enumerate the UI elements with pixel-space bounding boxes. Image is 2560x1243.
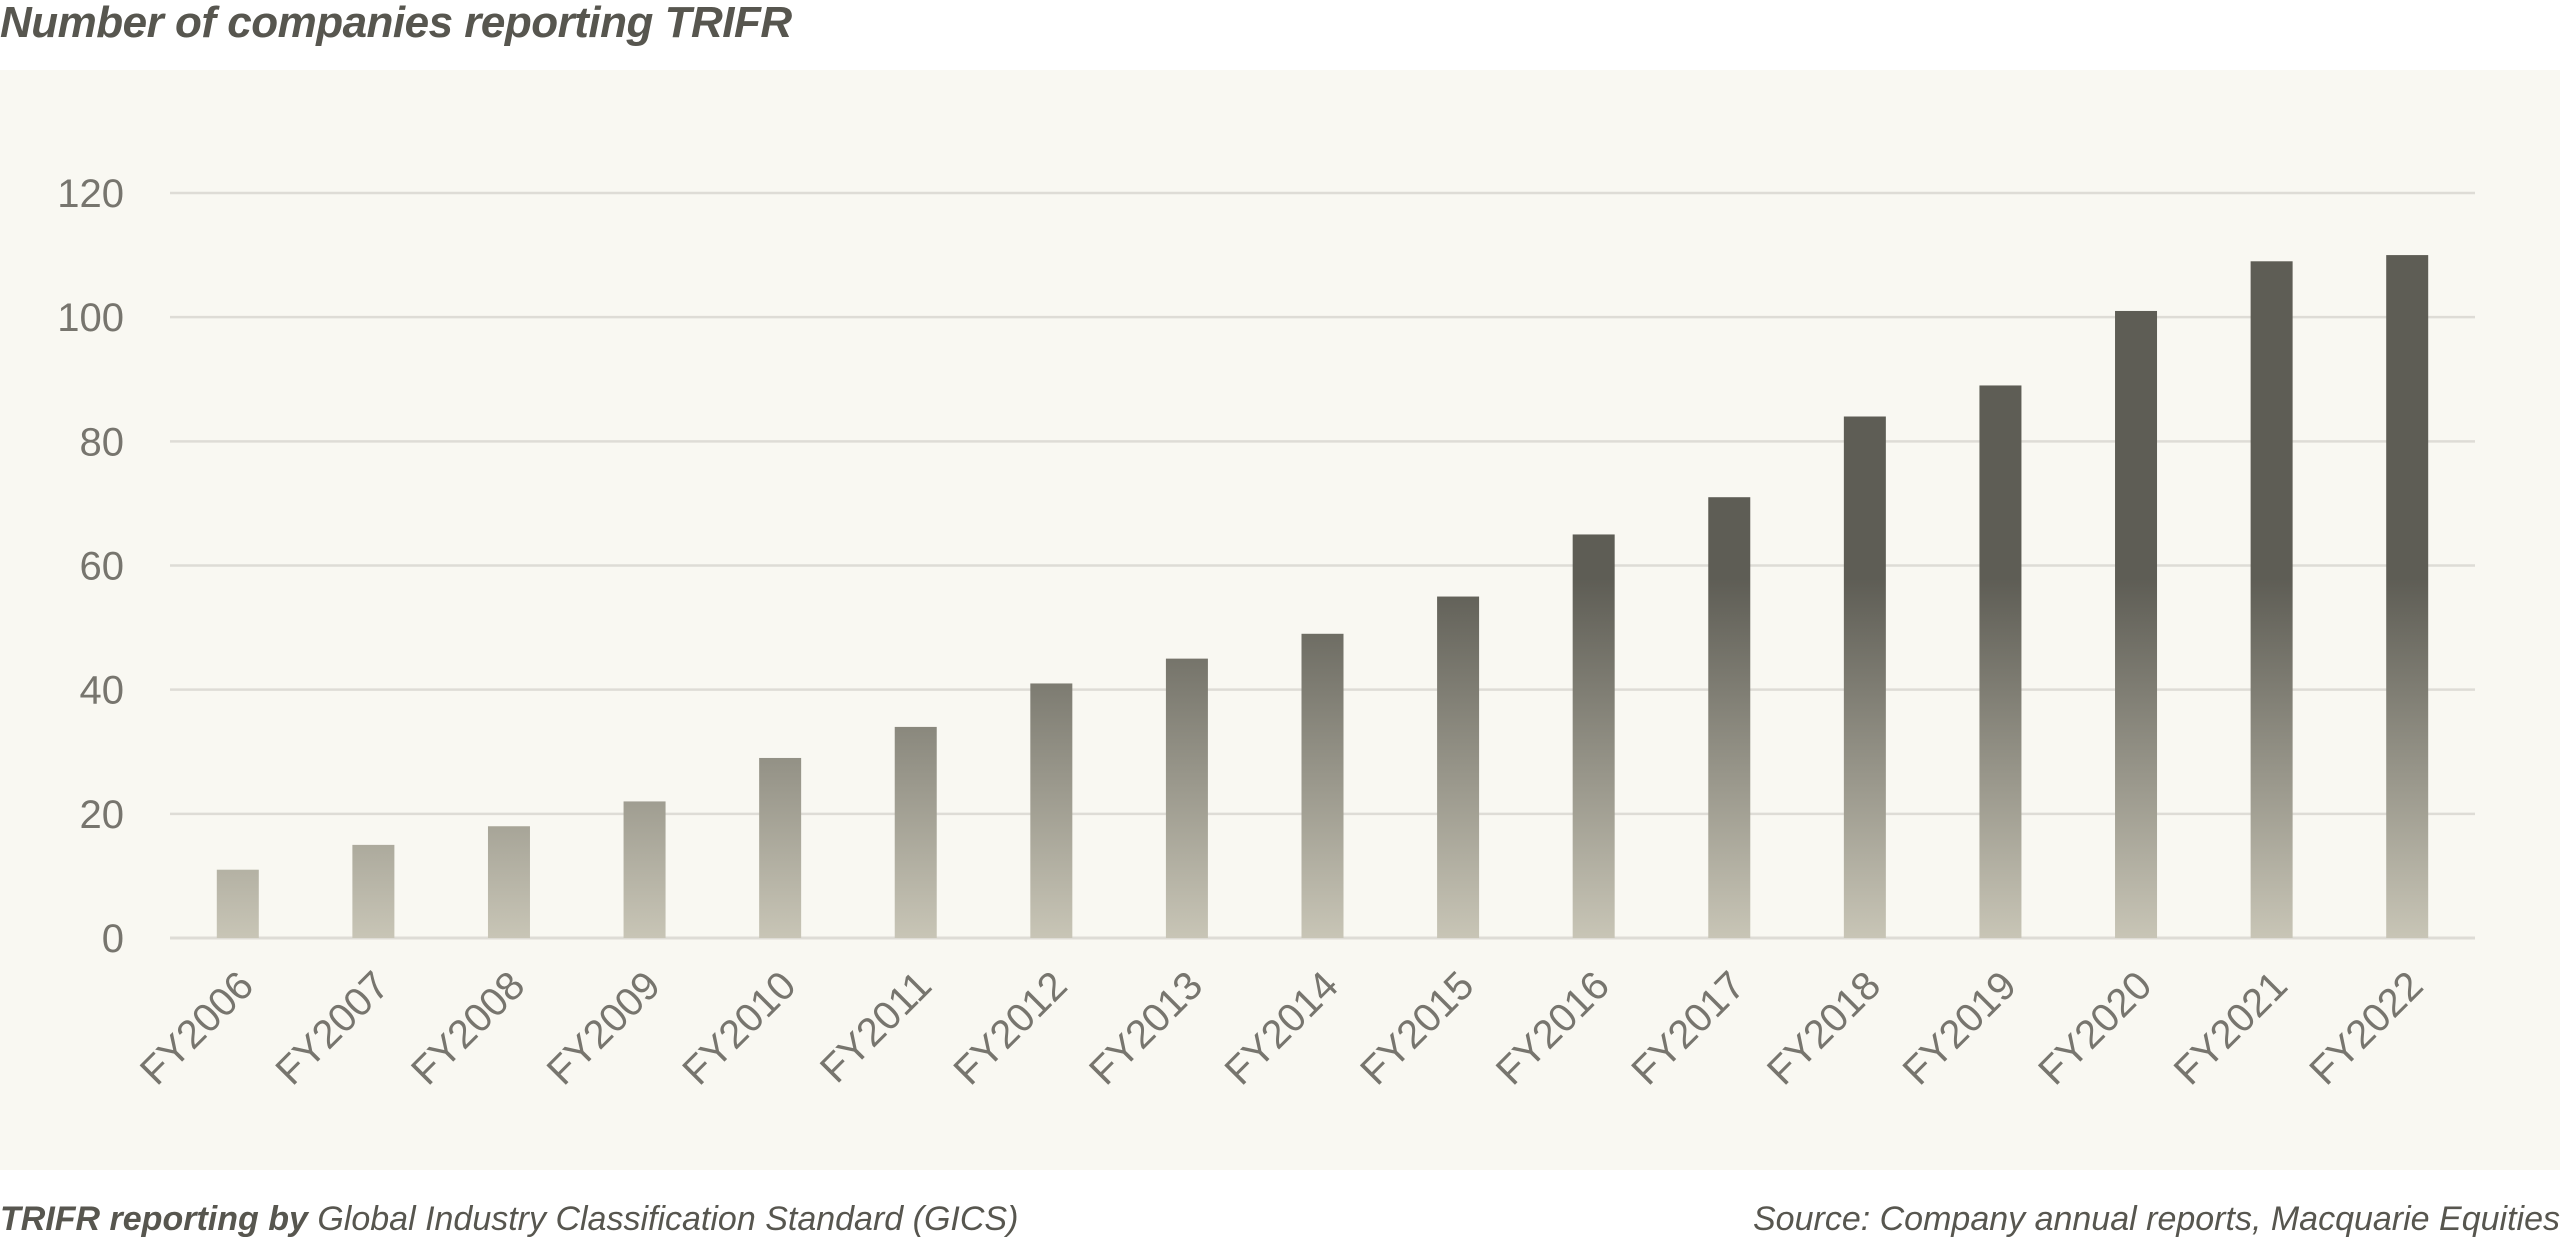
x-tick-label: FY2007 (268, 963, 398, 1093)
x-axis-ticks: FY2006 FY2007 FY2008 FY2009 FY2010 FY2011 FY20… (132, 963, 2432, 1093)
y-tick-label: 0 (102, 917, 124, 961)
bar-fy2013 (1165, 658, 1208, 938)
x-tick-label: FY2021 (2166, 963, 2296, 1093)
footer-note-text: Global Industry Classification Standard … (307, 1200, 1019, 1238)
bar-fy2021 (2250, 261, 2293, 938)
source-note: Source: Company annual reports, Macquari… (1753, 1200, 2560, 1238)
y-tick-label: 40 (80, 669, 125, 713)
x-tick-label: FY2020 (2030, 963, 2160, 1093)
x-tick-label: FY2013 (1081, 963, 1211, 1093)
bar-fy2006 (216, 869, 259, 938)
x-tick-label: FY2006 (132, 963, 262, 1093)
bar-fy2020 (2115, 310, 2158, 938)
x-tick-label: FY2015 (1352, 963, 1482, 1093)
x-tick-label: FY2019 (1895, 963, 2025, 1093)
bar-fy2022 (2386, 255, 2429, 939)
y-tick-label: 120 (57, 172, 124, 216)
bar-fy2017 (1708, 497, 1751, 938)
bar-fy2007 (352, 844, 395, 938)
x-tick-label: FY2017 (1623, 963, 1753, 1093)
x-tick-label: FY2011 (812, 963, 940, 1091)
bar-fy2016 (1572, 534, 1615, 938)
bar-fy2009 (623, 801, 666, 938)
bar-fy2018 (1843, 416, 1886, 938)
x-tick-label: FY2009 (539, 963, 669, 1093)
bars (216, 255, 2429, 939)
x-tick-label: FY2018 (1759, 963, 1889, 1093)
bar-fy2011 (894, 726, 937, 938)
chart-title: Number of companies reporting TRIFR (0, 0, 792, 47)
x-tick-label: FY2016 (1488, 963, 1618, 1093)
gridlines (170, 191, 2475, 940)
bar-fy2010 (759, 757, 802, 938)
bar-chart: 0 20 40 60 80 100 120 FY2006 FY2007 FY2008 FY2009… (57, 172, 2475, 1093)
chart-panel: 0 20 40 60 80 100 120 FY2006 FY2007 FY2008 FY2009… (0, 70, 2560, 1170)
x-tick-label: FY2010 (674, 963, 804, 1093)
x-tick-label: FY2008 (403, 963, 533, 1093)
x-tick-label: FY2014 (1217, 963, 1347, 1093)
footer-note: TRIFR reporting by Global Industry Class… (0, 1200, 1018, 1239)
bar-fy2019 (1979, 385, 2022, 938)
bar-fy2015 (1437, 596, 1480, 938)
footer-note-bold: TRIFR reporting by (0, 1200, 308, 1238)
y-tick-label: 60 (80, 545, 125, 589)
x-tick-label: FY2022 (2301, 963, 2431, 1093)
x-tick-label: FY2012 (946, 963, 1076, 1093)
y-tick-label: 100 (57, 296, 124, 340)
bar-fy2014 (1301, 633, 1344, 938)
y-tick-label: 80 (80, 420, 125, 464)
bar-fy2008 (487, 826, 530, 938)
bar-fy2012 (1030, 683, 1073, 938)
y-axis-ticks: 0 20 40 60 80 100 120 (57, 172, 124, 961)
y-tick-label: 20 (80, 793, 125, 837)
